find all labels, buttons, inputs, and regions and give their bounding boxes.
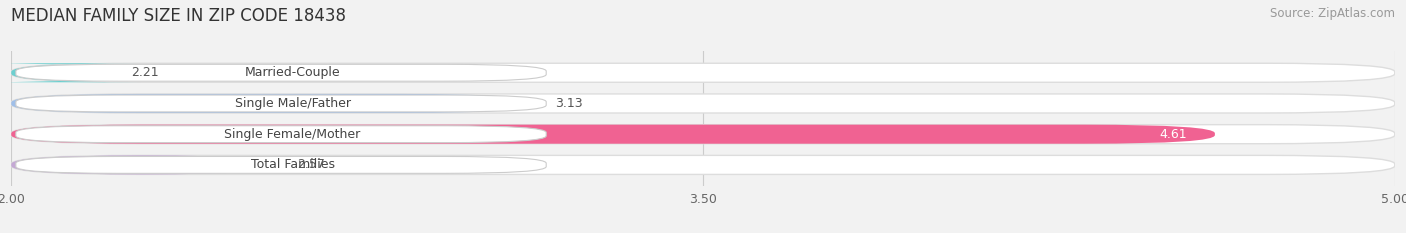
Text: Source: ZipAtlas.com: Source: ZipAtlas.com	[1270, 7, 1395, 20]
Text: Total Families: Total Families	[250, 158, 335, 171]
FancyBboxPatch shape	[15, 156, 546, 173]
Text: 2.57: 2.57	[297, 158, 325, 171]
Text: 2.21: 2.21	[131, 66, 159, 79]
FancyBboxPatch shape	[0, 63, 141, 82]
FancyBboxPatch shape	[11, 125, 1395, 144]
FancyBboxPatch shape	[15, 126, 546, 143]
Text: 3.13: 3.13	[555, 97, 583, 110]
FancyBboxPatch shape	[11, 155, 274, 175]
FancyBboxPatch shape	[11, 155, 1395, 175]
FancyBboxPatch shape	[15, 64, 546, 81]
FancyBboxPatch shape	[15, 95, 546, 112]
Text: MEDIAN FAMILY SIZE IN ZIP CODE 18438: MEDIAN FAMILY SIZE IN ZIP CODE 18438	[11, 7, 346, 25]
FancyBboxPatch shape	[11, 125, 1215, 144]
FancyBboxPatch shape	[11, 63, 1395, 82]
Text: Married-Couple: Married-Couple	[245, 66, 340, 79]
Text: Single Female/Mother: Single Female/Mother	[225, 128, 361, 141]
FancyBboxPatch shape	[11, 94, 1395, 113]
Text: Single Male/Father: Single Male/Father	[235, 97, 350, 110]
FancyBboxPatch shape	[11, 94, 533, 113]
Text: 4.61: 4.61	[1160, 128, 1187, 141]
